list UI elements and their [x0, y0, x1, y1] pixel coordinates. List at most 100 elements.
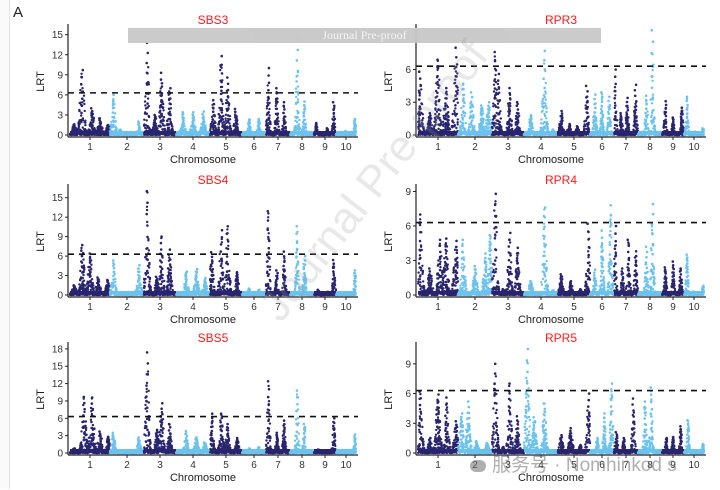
peak-point [455, 75, 458, 78]
peak-point [267, 89, 270, 92]
peak-point [333, 126, 336, 129]
peak-point [493, 51, 496, 54]
data-point [297, 127, 299, 129]
data-point [585, 128, 587, 130]
data-point [442, 121, 444, 123]
peak-point [73, 131, 76, 134]
baseline-band [70, 131, 110, 135]
data-point [268, 126, 270, 128]
data-point [467, 129, 469, 131]
peak-point [544, 68, 547, 71]
peak-point [487, 105, 490, 108]
data-point [265, 123, 267, 125]
data-point [84, 122, 86, 124]
peak-point [283, 101, 286, 104]
peak-point [470, 101, 473, 104]
peak-point [192, 126, 195, 129]
data-point [297, 85, 299, 87]
data-point [218, 121, 220, 123]
data-point [442, 115, 444, 117]
data-point [540, 118, 542, 120]
peak-point [445, 118, 448, 121]
panel-title: SBS3 [198, 13, 229, 27]
baseline-band [242, 131, 266, 135]
data-point [223, 121, 225, 123]
data-point [163, 128, 165, 130]
peak-point [561, 112, 564, 115]
series-chr5 [557, 85, 591, 137]
peak-point [276, 118, 279, 121]
peak-point [509, 97, 512, 100]
peak-point [220, 107, 223, 110]
peak-point [462, 99, 465, 102]
peak-point [508, 87, 511, 90]
peak-point [586, 122, 589, 125]
data-point [144, 100, 146, 102]
series-chr2 [109, 94, 145, 137]
peak-point [429, 112, 432, 115]
data-point [422, 126, 424, 128]
peak-point [80, 119, 83, 122]
peak-point [90, 122, 93, 125]
peak-point [181, 114, 184, 117]
data-point [500, 129, 502, 131]
data-point [546, 107, 548, 109]
data-point [602, 126, 604, 128]
data-point [221, 111, 223, 113]
peak-point [494, 78, 497, 81]
peak-point [275, 113, 278, 116]
peak-point [418, 98, 421, 101]
peak-point [82, 69, 85, 72]
peak-point [495, 106, 498, 109]
peak-point [275, 87, 278, 90]
data-point [506, 127, 508, 129]
peak-point [607, 125, 610, 128]
peak-point [471, 119, 474, 122]
peak-point [227, 95, 230, 98]
data-point [84, 110, 86, 112]
peak-point [445, 123, 448, 126]
data-point [545, 111, 547, 113]
peak-point [436, 75, 439, 78]
peak-point [462, 94, 465, 97]
peak-point [543, 96, 546, 99]
data-point [266, 114, 268, 116]
data-point [478, 127, 480, 129]
peak-point [191, 124, 194, 127]
data-point [452, 113, 454, 115]
data-point [146, 119, 148, 121]
peak-point [333, 112, 336, 115]
peak-point [470, 91, 473, 94]
peak-point [146, 102, 149, 105]
data-point [169, 120, 171, 122]
data-point [451, 120, 453, 122]
series-chr4 [523, 50, 559, 137]
peak-point [577, 132, 580, 135]
peak-point [296, 101, 299, 104]
data-point [451, 125, 453, 127]
peak-point [333, 115, 336, 118]
peak-point [213, 122, 216, 125]
peak-point [418, 91, 421, 94]
peak-point [234, 128, 237, 131]
peak-point [471, 110, 474, 113]
peak-point [436, 92, 439, 95]
data-point [297, 98, 299, 100]
data-point [220, 67, 222, 69]
series-chr1 [417, 46, 459, 136]
data-point [81, 101, 83, 103]
y-tick-label: 9 [57, 70, 63, 81]
data-point [294, 125, 296, 127]
peak-point [498, 86, 501, 89]
data-point [160, 125, 162, 127]
peak-point [560, 123, 563, 126]
data-point [593, 128, 595, 130]
peak-point [81, 105, 84, 108]
peak-point [552, 132, 555, 135]
peak-point [303, 104, 306, 107]
peak-point [220, 55, 223, 58]
data-point [438, 79, 440, 81]
data-point [587, 127, 589, 129]
data-point [219, 69, 221, 71]
peak-point [145, 62, 148, 65]
